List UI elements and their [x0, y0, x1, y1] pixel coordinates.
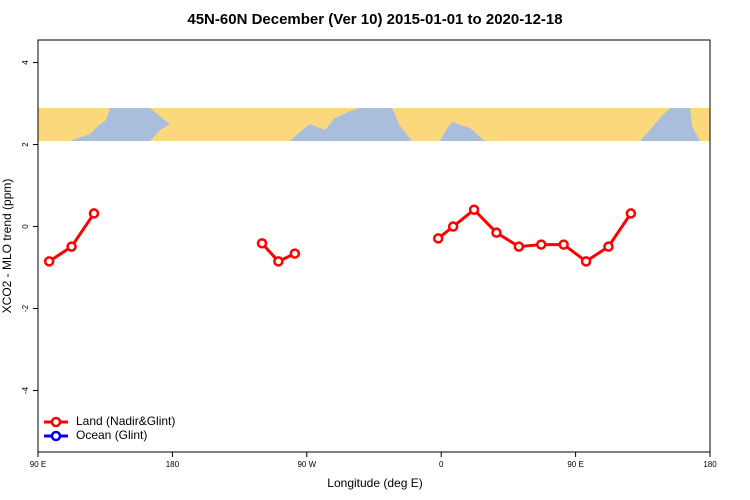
data-point	[289, 248, 301, 259]
map-band	[38, 108, 710, 141]
map-land	[150, 108, 360, 141]
y-tick-label: 4	[21, 60, 30, 65]
data-point	[432, 233, 444, 244]
series-line	[48, 207, 633, 264]
data-point	[273, 256, 284, 267]
map-land	[690, 108, 710, 141]
x-tick-label: 90 E	[567, 460, 583, 469]
data-point	[603, 241, 614, 252]
data-point	[491, 227, 502, 238]
data-point	[256, 238, 268, 249]
legend-label: Land (Nadir&Glint)	[76, 414, 175, 428]
legend-marker	[50, 430, 62, 442]
y-tick-label: 2	[21, 142, 30, 147]
legend-label: Ocean (Glint)	[76, 428, 147, 442]
y-tick-label: -4	[21, 386, 30, 394]
map-land	[392, 108, 670, 141]
x-tick-label: 180	[166, 460, 180, 469]
plot-frame	[37, 39, 711, 453]
data-point	[625, 208, 637, 219]
x-tick-label: 90 W	[297, 460, 316, 469]
data-point	[447, 221, 459, 232]
y-tick-label: -2	[21, 304, 30, 312]
data-point	[66, 241, 77, 252]
y-tick-label: 0	[21, 224, 30, 229]
data-point	[536, 239, 547, 250]
x-axis-label: Longitude (deg E)	[327, 476, 422, 490]
x-tick-label: 0	[439, 460, 444, 469]
x-tick-label: 90 E	[30, 460, 46, 469]
map-land	[38, 108, 110, 141]
data-point	[580, 256, 592, 267]
data-point	[558, 239, 569, 250]
data-point	[513, 241, 525, 252]
data-point	[88, 208, 100, 219]
data-point	[468, 204, 480, 215]
legend-marker	[50, 416, 62, 428]
data-point	[43, 256, 55, 267]
chart-title: 45N-60N December (Ver 10) 2015-01-01 to …	[187, 11, 562, 28]
legend: Land (Nadir&Glint)Ocean (Glint)	[44, 414, 175, 442]
x-tick-label: 180	[703, 460, 717, 469]
y-axis-label: XCO2 - MLO trend (ppm)	[0, 179, 14, 314]
